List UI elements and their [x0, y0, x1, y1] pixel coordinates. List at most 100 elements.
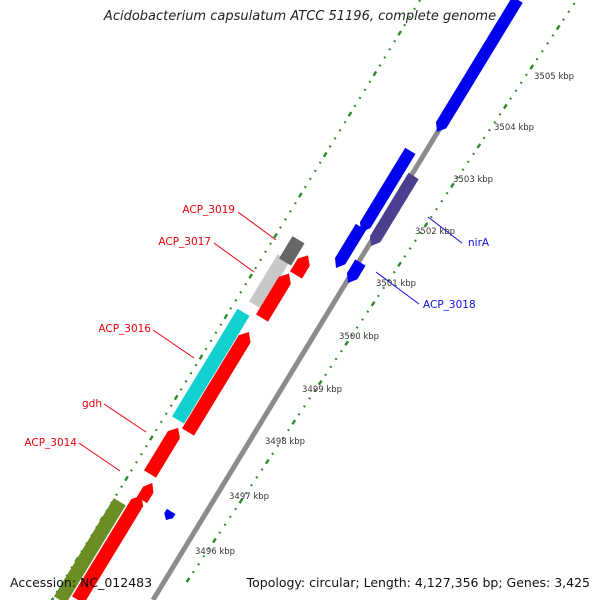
tick-mark: [440, 199, 444, 203]
tick-mark: [202, 554, 206, 558]
tick-mark: [413, 7, 416, 11]
tick-mark: [562, 18, 565, 22]
tick-mark: [185, 577, 191, 583]
tick-mark: [393, 39, 397, 43]
kbp-tick-label: 3497 kbp: [229, 492, 269, 502]
tick-mark: [234, 507, 238, 511]
kbp-tick-label: 3505 kbp: [534, 72, 574, 82]
tick-mark: [179, 388, 183, 391]
tick-mark: [353, 104, 357, 108]
gene-acp-3015-arrow: [144, 427, 180, 478]
leader-line: [103, 403, 147, 433]
tick-mark: [260, 468, 264, 471]
tick-mark: [318, 161, 322, 165]
gene-gdh-arrow: [182, 332, 251, 436]
tick-mark: [218, 531, 222, 535]
tick-mark: [124, 475, 129, 482]
tick-mark: [472, 152, 475, 156]
tick-mark: [291, 419, 297, 425]
tick-track-outer: [50, 0, 421, 600]
tick-mark: [223, 523, 227, 527]
gene-label-gdh: gdh: [82, 398, 102, 410]
tick-mark: [350, 333, 354, 337]
tick-mark: [250, 483, 253, 487]
gene-olive-box: [54, 498, 126, 600]
tick-mark: [228, 515, 232, 519]
tick-mark: [555, 24, 561, 31]
leader-line: [237, 211, 277, 241]
tick-mark: [255, 476, 259, 479]
tick-mark: [50, 597, 55, 600]
tick-mark: [212, 537, 217, 544]
tick-mark: [139, 452, 143, 456]
tick-mark: [392, 270, 396, 274]
tick-mark: [344, 340, 350, 346]
kbp-tick-label: 3503 kbp: [453, 175, 493, 185]
tick-mark: [408, 247, 412, 250]
kbp-tick-label: 3496 kbp: [195, 547, 235, 557]
kbp-tick-label: 3500 kbp: [339, 332, 379, 342]
tick-mark: [273, 232, 278, 239]
tick-mark: [387, 278, 391, 282]
leader-line: [152, 329, 195, 359]
gene-acp-3019-box: [279, 236, 305, 266]
tick-mark: [209, 339, 213, 343]
tick-mark: [498, 113, 502, 116]
tick-mark: [378, 64, 382, 67]
tick-mark: [540, 49, 544, 53]
gene-label-acp-3019: ACP_3019: [182, 204, 235, 216]
tick-mark: [115, 493, 118, 497]
tick-mark: [445, 191, 449, 195]
tick-mark: [207, 547, 211, 550]
tick-mark: [317, 379, 323, 386]
tick-mark: [333, 137, 337, 140]
tick-mark: [525, 73, 528, 77]
gene-acp-3019-arrow: [290, 255, 310, 279]
tick-mark: [259, 258, 263, 262]
tick-mark: [130, 469, 133, 472]
gene-label-acp-3018: ACP_3018: [423, 299, 476, 311]
tick-mark: [476, 143, 482, 149]
gene-blue-arrow-1: [335, 223, 367, 268]
tick-mark: [264, 458, 270, 465]
tick-mark: [418, 0, 421, 3]
tick-mark: [413, 239, 417, 243]
tick-mark: [289, 209, 292, 213]
tick-mark: [361, 318, 364, 321]
tick-mark: [173, 394, 179, 401]
tick-mark: [529, 64, 535, 70]
tick-mark: [429, 215, 433, 219]
tick-mark: [322, 151, 328, 158]
tick-mark: [144, 444, 148, 448]
tick-mark: [154, 428, 158, 432]
tick-mark: [372, 70, 378, 77]
tick-mark: [567, 10, 571, 14]
tick-mark: [358, 96, 362, 100]
tick-mark: [279, 226, 282, 229]
tick-mark: [302, 405, 306, 408]
tick-mark: [535, 57, 539, 61]
tick-mark: [347, 111, 353, 117]
gene-acp-3014-arrow: [72, 495, 144, 600]
tick-mark: [461, 168, 465, 171]
tick-mark: [229, 307, 233, 310]
tick-mark: [370, 301, 376, 307]
kbp-tick-label: 3501 kbp: [376, 279, 416, 289]
tick-mark: [234, 299, 238, 302]
gene-acp-3018-arrow: [347, 259, 366, 283]
tick-mark: [284, 218, 287, 221]
tick-mark: [419, 231, 423, 235]
kbp-tick-label: 3504 kbp: [494, 123, 534, 133]
tick-mark: [328, 145, 332, 148]
tick-mark: [297, 412, 301, 416]
tick-mark: [184, 380, 188, 383]
kbp-tick-label: 3498 kbp: [265, 437, 305, 447]
genome-summary: Topology: circular; Length: 4,127,356 bp…: [246, 575, 590, 590]
tick-mark: [149, 435, 154, 441]
tick-mark: [435, 207, 438, 211]
tick-mark: [366, 310, 370, 314]
tick-mark: [164, 412, 168, 416]
kbp-labels: 3496 kbp 3497 kbp 3498 kbp 3499 kbp 3500 kbp…: [195, 72, 574, 557]
tick-mark: [169, 404, 173, 407]
